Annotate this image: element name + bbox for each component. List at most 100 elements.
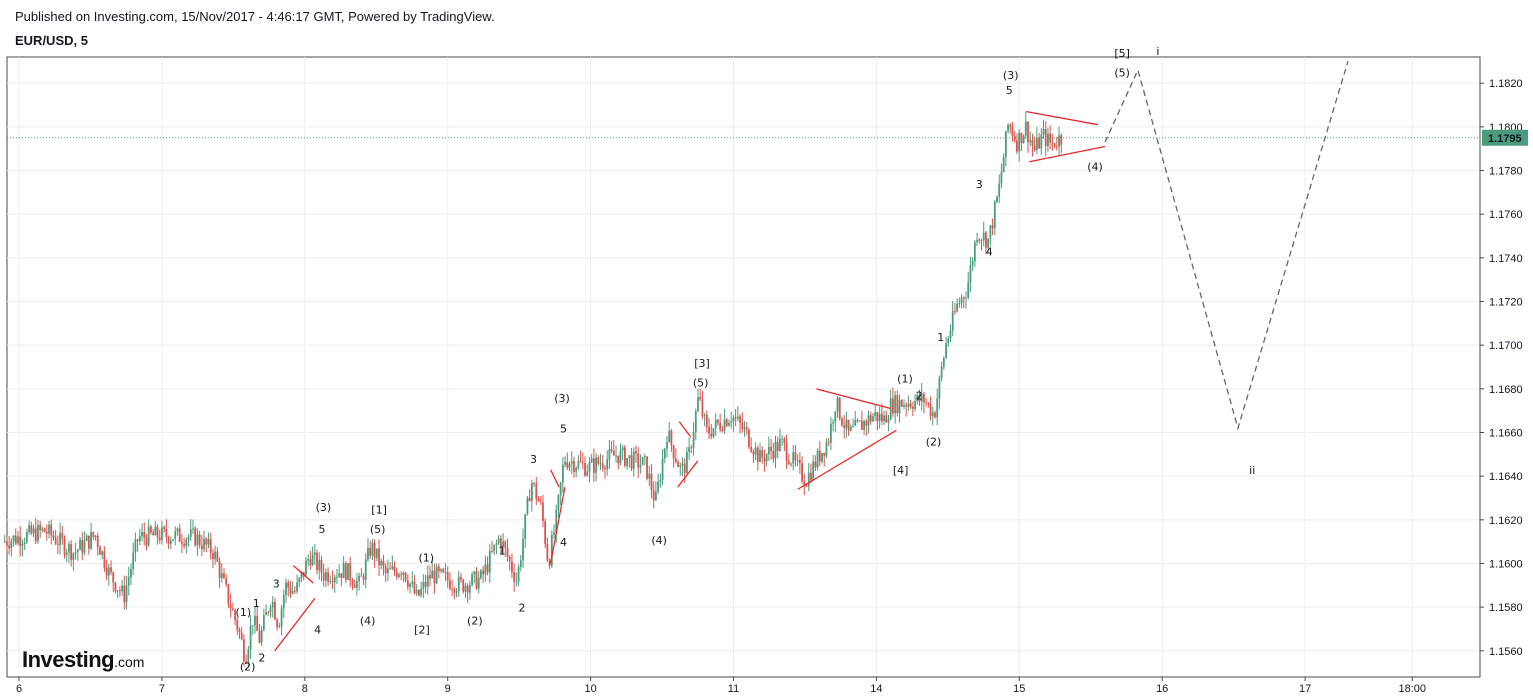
wave-label: (2) xyxy=(240,660,256,673)
candle-body xyxy=(872,416,874,422)
candle-body xyxy=(39,525,42,531)
wave-label: (2) xyxy=(926,436,942,449)
candle-body xyxy=(305,560,307,576)
candle-body xyxy=(697,397,699,412)
candle-body xyxy=(787,460,790,464)
candle-body xyxy=(765,454,768,462)
candle-body xyxy=(351,580,354,585)
candle-body xyxy=(1009,124,1012,127)
candle-body xyxy=(298,577,301,583)
candle-body xyxy=(743,427,746,430)
candle-body xyxy=(227,584,230,604)
candle-body xyxy=(936,398,939,418)
candle-body xyxy=(692,431,695,448)
x-tick-label: 18:00 xyxy=(1399,683,1427,695)
candle-body xyxy=(453,589,456,593)
candle-body xyxy=(752,451,755,455)
candle-body xyxy=(641,457,644,465)
candle-body xyxy=(37,525,39,542)
candle-body xyxy=(426,575,429,587)
candle-body xyxy=(14,535,17,544)
candle-body xyxy=(269,607,272,613)
candle-body xyxy=(670,430,673,446)
wave-label: 3 xyxy=(273,577,280,590)
candle-body xyxy=(756,447,759,463)
wave-label: 4 xyxy=(986,246,993,259)
candle-body xyxy=(1033,145,1036,150)
candle-body xyxy=(1022,135,1025,144)
candle-body xyxy=(976,239,978,243)
candle-body xyxy=(398,574,400,577)
candle-body xyxy=(391,566,394,569)
candle-body xyxy=(929,403,932,417)
candle-body xyxy=(949,330,952,339)
candle-body xyxy=(592,458,595,473)
candle-body xyxy=(205,538,208,545)
candle-body xyxy=(278,626,281,628)
candle-body xyxy=(32,528,35,534)
candle-body xyxy=(185,539,188,546)
candle-body xyxy=(1027,121,1029,143)
candle-body xyxy=(841,418,843,426)
candle-body xyxy=(340,573,343,579)
candle-body xyxy=(136,539,139,542)
trendline xyxy=(677,460,699,488)
last-price-tag: 1.1795 xyxy=(7,129,1528,146)
trendline xyxy=(550,469,560,488)
candle-body xyxy=(491,551,493,552)
candle-body xyxy=(260,629,263,643)
candle-body xyxy=(65,552,68,555)
candle-body xyxy=(322,572,325,581)
wave-label: ii xyxy=(1249,464,1255,477)
candle-body xyxy=(754,447,757,455)
trendline xyxy=(1029,145,1106,163)
y-axis: 1.1560 1.1580 1.1600 1.1620 1.1640 1.1660 1.16… xyxy=(1480,78,1523,658)
candle-body xyxy=(734,417,737,419)
candle-body xyxy=(43,528,46,532)
candle-body xyxy=(626,458,629,466)
candle-body xyxy=(127,577,130,586)
candle-body xyxy=(311,554,314,566)
wave-label: 3 xyxy=(530,453,537,466)
candle-body xyxy=(668,430,671,443)
candle-body xyxy=(178,528,181,542)
candle-body xyxy=(468,585,471,593)
candle-body xyxy=(477,577,480,589)
y-tick-label: 1.1660 xyxy=(1489,427,1523,439)
candle-body xyxy=(526,497,529,515)
candle-body xyxy=(457,576,460,592)
candle-body xyxy=(380,560,383,566)
candle-body xyxy=(524,514,527,539)
candle-body xyxy=(92,532,95,537)
candle-body xyxy=(519,560,522,567)
candle-body xyxy=(234,610,236,620)
candle-body xyxy=(553,532,555,536)
candle-body xyxy=(437,566,440,572)
candle-body xyxy=(105,567,108,576)
candle-body xyxy=(1004,131,1007,158)
candle-body xyxy=(721,429,724,431)
candle-body xyxy=(898,399,901,414)
candle-body xyxy=(965,297,967,299)
wave-label: 5 xyxy=(560,422,567,435)
candle-body xyxy=(812,461,815,481)
candle-body xyxy=(907,403,910,407)
wave-label: 5 xyxy=(318,523,325,536)
y-tick-label: 1.1680 xyxy=(1489,384,1523,396)
candle-body xyxy=(214,551,217,560)
candle-body xyxy=(289,587,292,594)
candle-body xyxy=(8,545,11,549)
wave-labels: (1)13(2)24(3)5[1](5)(4)[2](1)(2)123(3)54… xyxy=(236,45,1256,674)
candle-body xyxy=(677,461,679,467)
candle-body xyxy=(271,601,274,608)
candle-body xyxy=(511,561,513,573)
candle-body xyxy=(355,581,358,588)
candle-body xyxy=(309,559,312,566)
candle-body xyxy=(630,455,633,469)
candle-body xyxy=(1007,124,1009,132)
candle-body xyxy=(79,539,81,551)
candle-body xyxy=(967,282,970,298)
candle-body xyxy=(247,649,250,664)
candle-body xyxy=(287,582,290,588)
